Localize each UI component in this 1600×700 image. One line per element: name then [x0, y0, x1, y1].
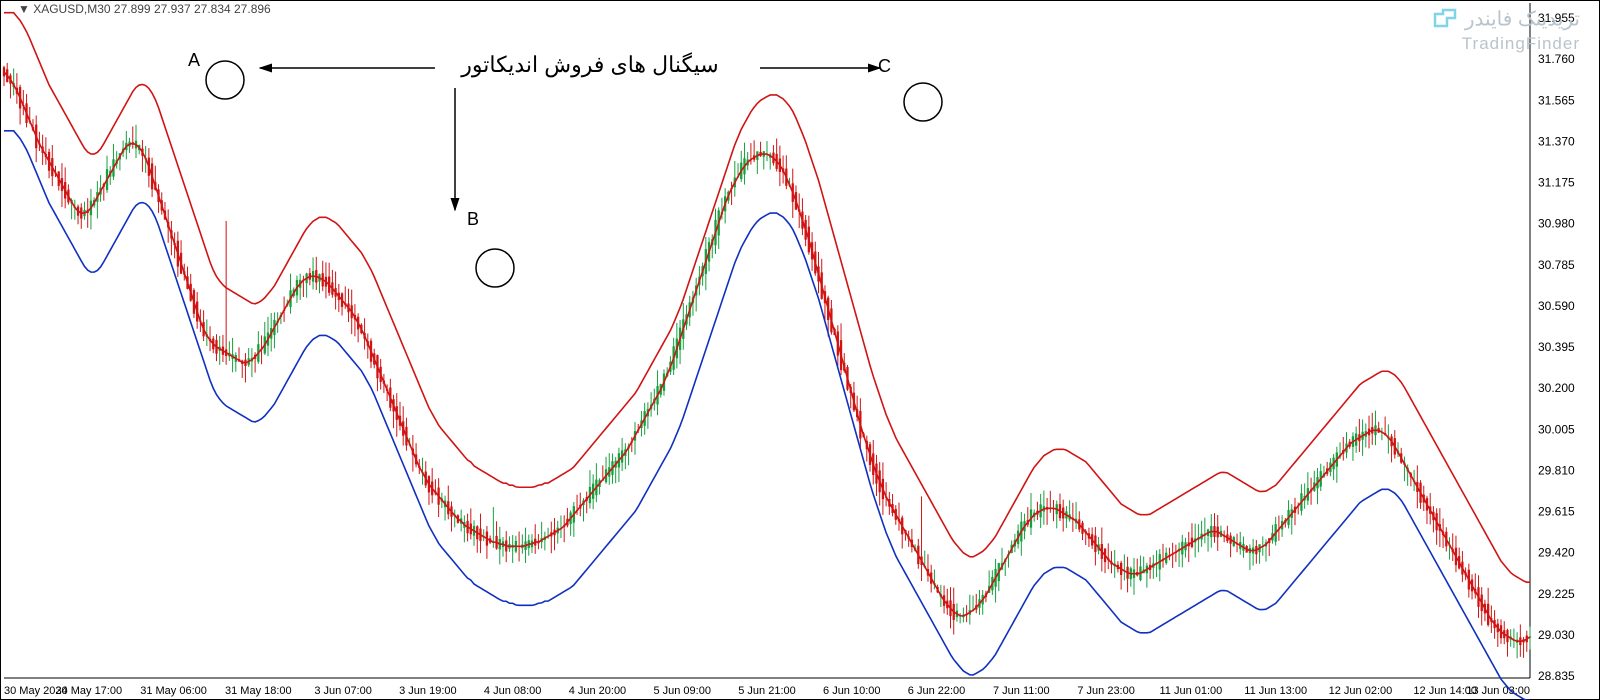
svg-text:28.835: 28.835	[1538, 669, 1575, 683]
signal-label-A: A	[188, 50, 200, 70]
svg-text:29.030: 29.030	[1538, 628, 1575, 642]
svg-text:29.615: 29.615	[1538, 505, 1575, 519]
svg-text:3 Jun 19:00: 3 Jun 19:00	[399, 685, 457, 697]
svg-text:31.565: 31.565	[1538, 93, 1575, 107]
svg-text:30.200: 30.200	[1538, 381, 1575, 395]
svg-text:4 Jun 08:00: 4 Jun 08:00	[484, 685, 542, 697]
price-chart: ▼ XAGUSD,M30 27.899 27.937 27.834 27.896…	[0, 0, 1600, 700]
svg-text:31 May 06:00: 31 May 06:00	[140, 685, 207, 697]
svg-text:5 Jun 09:00: 5 Jun 09:00	[653, 685, 711, 697]
svg-text:11 Jun 01:00: 11 Jun 01:00	[1159, 685, 1222, 697]
svg-text:7 Jun 11:00: 7 Jun 11:00	[993, 685, 1050, 697]
lower-band	[4, 131, 1530, 700]
svg-text:6 Jun 10:00: 6 Jun 10:00	[823, 685, 881, 697]
svg-text:6 Jun 22:00: 6 Jun 22:00	[908, 685, 966, 697]
signal-circle-A	[206, 61, 244, 99]
svg-text:13 Jun 03:00: 13 Jun 03:00	[1466, 685, 1530, 697]
signal-label-B: B	[467, 209, 479, 229]
svg-text:7 Jun 23:00: 7 Jun 23:00	[1077, 685, 1135, 697]
svg-text:30.005: 30.005	[1538, 422, 1575, 436]
signal-label-C: C	[878, 56, 891, 76]
svg-text:29.810: 29.810	[1538, 463, 1575, 477]
svg-text:3 Jun 07:00: 3 Jun 07:00	[314, 685, 372, 697]
watermark-en: TradingFinder	[1425, 34, 1580, 54]
signal-circle-C	[904, 83, 942, 121]
svg-text:30.785: 30.785	[1538, 258, 1575, 272]
svg-text:12 Jun 02:00: 12 Jun 02:00	[1329, 685, 1393, 697]
watermark-fa: تریدینک فایندر	[1465, 8, 1580, 30]
svg-text:30.395: 30.395	[1538, 340, 1575, 354]
svg-text:5 Jun 21:00: 5 Jun 21:00	[738, 685, 796, 697]
svg-text:31.175: 31.175	[1538, 176, 1575, 190]
annotation-title: سیگنال های فروش اندیکاتور	[460, 52, 718, 78]
svg-text:30.590: 30.590	[1538, 299, 1575, 313]
svg-text:31 May 18:00: 31 May 18:00	[225, 685, 292, 697]
svg-text:29.225: 29.225	[1538, 587, 1575, 601]
svg-text:29.420: 29.420	[1538, 546, 1575, 560]
signal-circle-B	[476, 249, 514, 287]
svg-text:30 May 17:00: 30 May 17:00	[55, 685, 122, 697]
watermark-logo: تریدینک فایندر TradingFinder	[1425, 6, 1580, 54]
symbol-label: ▼ XAGUSD,M30 27.899 27.937 27.834 27.896	[18, 2, 271, 16]
svg-text:11 Jun 13:00: 11 Jun 13:00	[1244, 685, 1307, 697]
svg-text:30.980: 30.980	[1538, 217, 1575, 231]
svg-text:31.370: 31.370	[1538, 134, 1575, 148]
svg-text:4 Jun 20:00: 4 Jun 20:00	[569, 685, 627, 697]
